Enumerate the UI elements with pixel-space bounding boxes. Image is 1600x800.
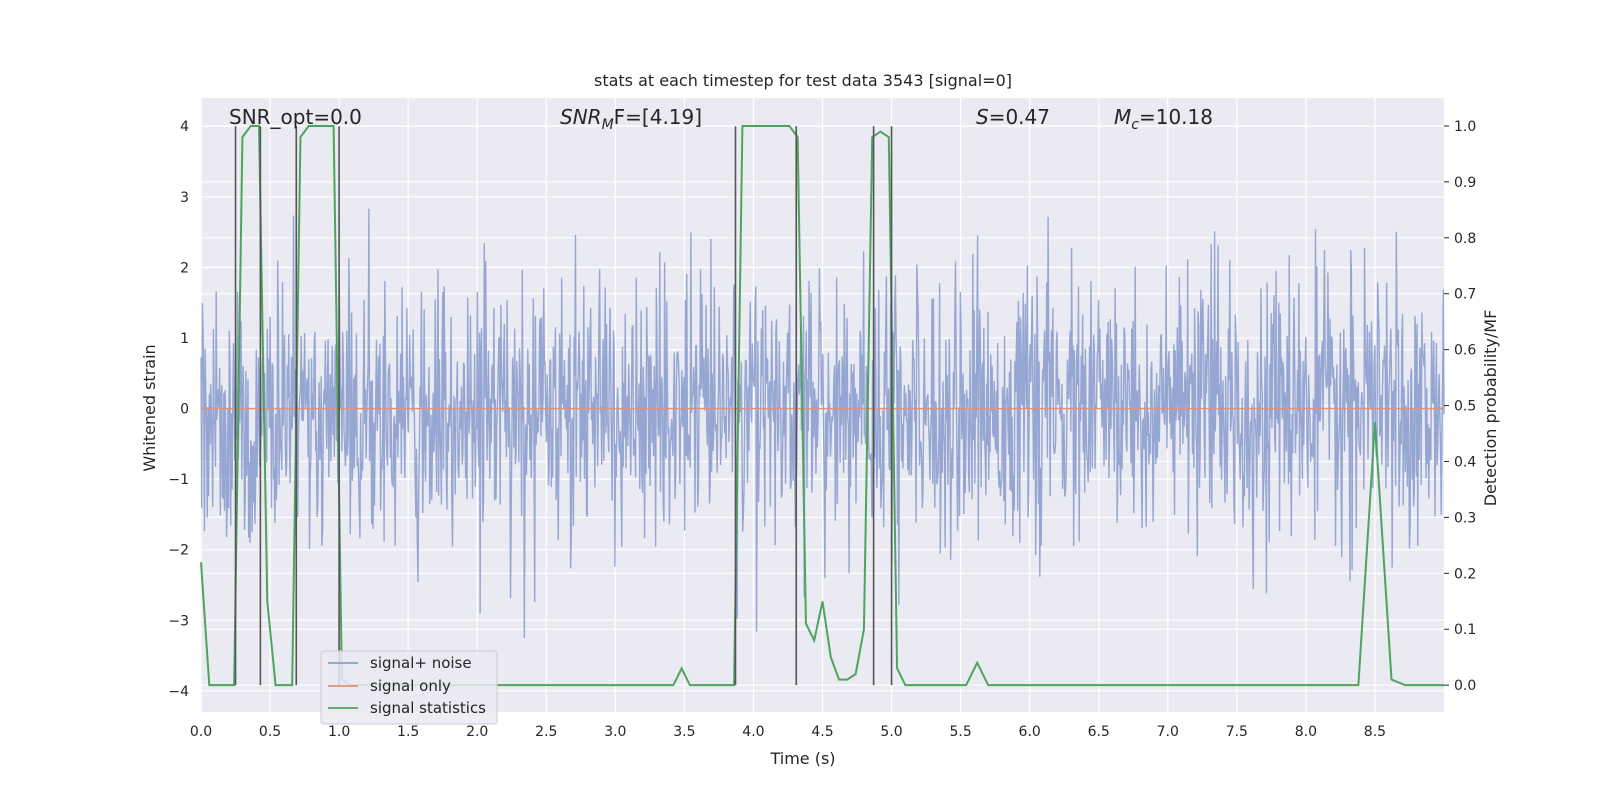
x-tick-label: 6.5 [1088, 724, 1110, 740]
x-tick-label: 2.0 [466, 724, 488, 740]
x-tick-label: 4.5 [811, 724, 833, 740]
x-axis-label: Time (s) [769, 749, 835, 768]
annotation-snr-opt: SNR_opt=0.0 [229, 105, 362, 129]
x-tick-label: 0.5 [259, 724, 281, 740]
annotation-snr-mf-sub: M [602, 117, 614, 133]
x-tick-label: 1.5 [397, 724, 419, 740]
y-left-tick-label: 1 [180, 331, 189, 347]
y-left-tick-label: 4 [180, 119, 189, 135]
y-right-tick-label: 0.4 [1454, 454, 1476, 470]
annotation-s-var: S [976, 105, 989, 129]
annotations: SNR_opt=0.0 SNRMF=[4.19] S=0.47 Mc=10.18 [229, 105, 1213, 133]
legend-box [320, 650, 498, 725]
x-tick-label: 3.0 [604, 724, 626, 740]
x-tick-label: 8.0 [1295, 724, 1317, 740]
x-tick-label: 8.5 [1364, 724, 1386, 740]
annotation-mc-sub: c [1131, 117, 1139, 133]
signal-noise-series [200, 208, 1445, 638]
y-left-tick-label: 3 [180, 190, 189, 206]
legend-label-signal-noise: signal+ noise [370, 654, 472, 672]
y-left-tick-label: −3 [168, 613, 189, 629]
x-tick-label: 4.0 [742, 724, 764, 740]
annotation-s: S=0.47 [976, 105, 1050, 129]
y-right-tick-label: 0.3 [1454, 510, 1476, 526]
chart-title: stats at each timestep for test data 354… [594, 71, 1012, 90]
legend-label-signal-statistics: signal statistics [370, 699, 486, 717]
y-left-tick-label: −1 [168, 472, 189, 488]
series-line-signal-statistics [200, 124, 1444, 687]
x-tick-label: 6.0 [1019, 724, 1041, 740]
annotation-snr-mf-base: SNR [560, 105, 602, 129]
x-tick-label: 7.0 [1157, 724, 1179, 740]
y-right-tick-label: 0.5 [1454, 399, 1476, 415]
y-right-tick-label: 0.2 [1454, 566, 1476, 582]
y-right-tick-label: 0.9 [1454, 175, 1476, 191]
annotation-s-tail: =0.47 [989, 105, 1050, 129]
annotation-mc-base: M [1114, 105, 1131, 129]
y-right-tick-label: 0.8 [1454, 231, 1476, 247]
y-right-tick-label: 0.7 [1454, 287, 1476, 303]
x-tick-label: 2.5 [535, 724, 557, 740]
y-right-tick-label: 0.6 [1454, 343, 1476, 359]
y-axis-label-right: Detection probability/MF [1481, 310, 1500, 507]
x-tick-label: 3.5 [673, 724, 695, 740]
y-left-tick-label: 2 [180, 260, 189, 276]
annotation-snr-mf-tail: F=[4.19] [614, 105, 702, 129]
x-tick-label: 5.5 [949, 724, 971, 740]
y-right-tick-label: 0.1 [1454, 622, 1476, 638]
x-tick-label: 1.0 [328, 724, 350, 740]
annotation-mc: Mc=10.18 [1114, 105, 1213, 133]
vertical-markers [234, 126, 893, 686]
y-left-tick-label: −2 [168, 543, 189, 559]
x-tick-label: 0.0 [190, 724, 212, 740]
annotation-mc-tail: =10.18 [1139, 105, 1213, 129]
x-tick-label: 7.5 [1226, 724, 1248, 740]
y-right-tick-label: 1.0 [1454, 119, 1476, 135]
axes: 0.0 0.5 1.0 1.5 2.0 2.5 3.0 3.5 4.0 4.5 5.0 5.5 6.0 6… [168, 119, 1476, 740]
y-left-tick-label: −4 [168, 684, 189, 700]
legend: signal+ noise signal only signal statist… [320, 650, 498, 725]
y-left-tick-label: 0 [180, 402, 189, 418]
series-line-signal-noise [200, 208, 1445, 638]
legend-label-signal-only: signal only [370, 677, 451, 695]
y-right-tick-label: 0.0 [1454, 678, 1476, 694]
annotation-snr-mf: SNRMF=[4.19] [560, 105, 702, 133]
x-tick-label: 5.0 [880, 724, 902, 740]
line-series-layer [200, 124, 1444, 687]
y-axis-label-left: Whitened strain [140, 344, 159, 471]
